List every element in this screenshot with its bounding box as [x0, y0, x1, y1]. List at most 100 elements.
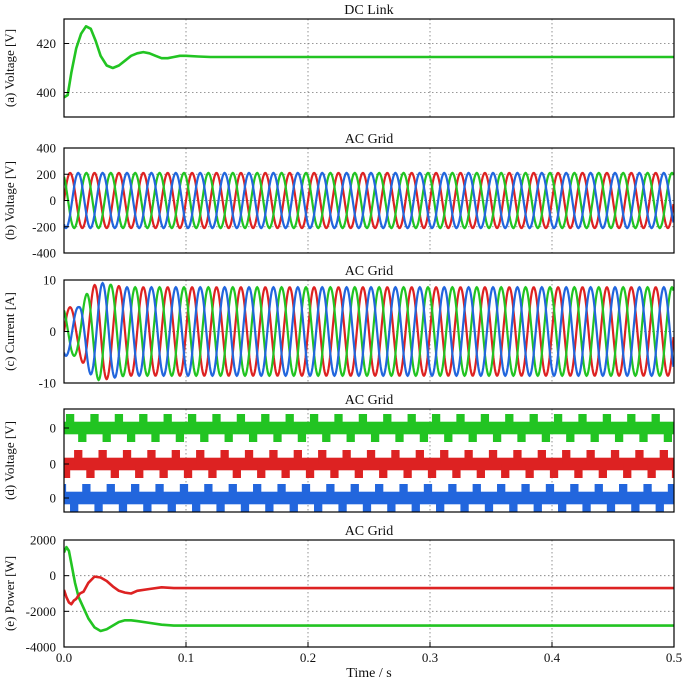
- pwm-pulse: [196, 450, 205, 464]
- pwm-pulse: [574, 464, 583, 478]
- pwm-pulse: [301, 484, 311, 498]
- pwm-pulse: [289, 498, 298, 512]
- pwm-pulse: [204, 484, 213, 498]
- pwm-pulse: [171, 450, 180, 464]
- pwm-pulse: [179, 484, 189, 498]
- pwm-pulse: [460, 498, 469, 512]
- pwm-pulse: [228, 484, 237, 498]
- pwm-pulse: [208, 464, 217, 478]
- pwm-pulse: [436, 498, 445, 512]
- series-line-1: [64, 24, 674, 99]
- y-axis-label: (b) Voltage [V]: [2, 161, 17, 240]
- pwm-pulse: [135, 464, 144, 478]
- x-tick-label: 0.0: [56, 650, 72, 665]
- pwm-pulse: [509, 498, 518, 512]
- pwm-pulse: [488, 450, 498, 464]
- pwm-pulse: [484, 498, 494, 512]
- phase-wave-1: [64, 283, 674, 381]
- pwm-pulse: [655, 498, 664, 512]
- y-tick-label: 0: [50, 324, 57, 339]
- pwm-pulse: [159, 464, 168, 478]
- pwm-pulse: [419, 428, 429, 442]
- phase-wave-2: [64, 283, 674, 382]
- pwm-pulse: [269, 450, 278, 464]
- pwm-pulse: [399, 484, 408, 498]
- pwm-pulse: [106, 484, 115, 498]
- pwm-pulse: [86, 464, 95, 478]
- pwm-pulse: [680, 498, 685, 512]
- pwm-pulse: [293, 450, 302, 464]
- plot-area: [64, 148, 674, 253]
- pwm-pulse: [671, 464, 674, 478]
- panel-title: AC Grid: [345, 393, 394, 408]
- phase-wave-2: [64, 171, 674, 230]
- chart-panel-3: -10 0 10 AC Grid (c) Current [A]: [2, 264, 675, 391]
- plot-frame: [63, 279, 675, 384]
- pwm-pulse: [606, 498, 616, 512]
- plot-frame: [63, 539, 675, 648]
- plot-area: [64, 280, 674, 383]
- pwm-pulse: [318, 450, 327, 464]
- x-tick-label: 0.2: [300, 650, 316, 665]
- pwm-pulse: [187, 414, 197, 428]
- x-axis-label: Time / s: [346, 666, 391, 681]
- pwm-pulse: [74, 450, 83, 464]
- pwm-pulse: [639, 428, 648, 442]
- series-line-1: [64, 545, 674, 633]
- pwm-pulse: [619, 484, 628, 498]
- chart-panel-1: 400 420 DC Link (a) Voltage [V]: [2, 3, 675, 118]
- pwm-pulse: [265, 498, 274, 512]
- pwm-pulse: [236, 414, 246, 428]
- pwm-pulse: [623, 464, 632, 478]
- pwm-pulse: [354, 464, 363, 478]
- pwm-pulse: [147, 450, 156, 464]
- y-tick-label: 2000: [30, 533, 56, 548]
- pwm-pulse: [305, 464, 315, 478]
- pwm-pulse: [131, 484, 140, 498]
- pwm-pulse: [110, 464, 119, 478]
- pwm-pulse: [533, 498, 542, 512]
- panel-title: AC Grid: [345, 524, 394, 539]
- pwm-pulse: [309, 414, 319, 428]
- y-axis-label: (c) Current [A]: [2, 292, 17, 371]
- chart-panel-5: -4000 -2000 0 2000 AC Grid (e) Power [W] 0.0 0.…: [2, 524, 682, 681]
- pwm-pulse: [78, 428, 87, 442]
- pwm-pulse: [456, 414, 465, 428]
- pwm-pulse: [277, 484, 286, 498]
- pwm-pulse: [257, 464, 266, 478]
- pwm-pulse: [521, 484, 530, 498]
- pwm-pulse: [643, 484, 652, 498]
- pwm-pulse: [192, 498, 201, 512]
- pwm-pulse: [517, 428, 526, 442]
- pwm-pulse: [334, 414, 343, 428]
- phase-wave-1: [64, 171, 674, 230]
- pwm-pulse: [253, 484, 262, 498]
- pwm-pulse: [497, 484, 506, 498]
- pwm-pulse: [338, 498, 347, 512]
- pwm-pulse: [346, 428, 355, 442]
- pwm-pulse: [126, 428, 136, 442]
- chart-panel-2: -400 -200 0 200 400 AC Grid (b) Voltage [V]: [2, 132, 675, 261]
- pwm-pulse: [529, 414, 538, 428]
- pwm-pulse: [647, 464, 656, 478]
- y-tick-label: 0: [50, 421, 57, 436]
- pwm-pulse: [627, 414, 636, 428]
- pwm-pulse: [501, 464, 510, 478]
- pwm-pulse: [273, 428, 282, 442]
- pwm-pulse: [407, 414, 416, 428]
- pwm-pulse: [70, 498, 79, 512]
- pwm-pulse: [411, 498, 420, 512]
- pwm-pulse: [366, 450, 376, 464]
- y-axis-label: (a) Voltage [V]: [2, 29, 17, 107]
- pwm-pulse: [350, 484, 359, 498]
- pwm-pulse: [403, 464, 412, 478]
- pwm-pulse: [383, 414, 392, 428]
- pwm-pulse: [94, 498, 103, 512]
- y-tick-label: -400: [32, 246, 56, 261]
- plot-frame: [63, 18, 675, 118]
- panel-title: DC Link: [344, 3, 393, 18]
- pwm-pulse: [175, 428, 185, 442]
- pwm-pulse: [102, 428, 111, 442]
- pwm-pulse: [635, 450, 644, 464]
- plot-frame: [63, 408, 675, 513]
